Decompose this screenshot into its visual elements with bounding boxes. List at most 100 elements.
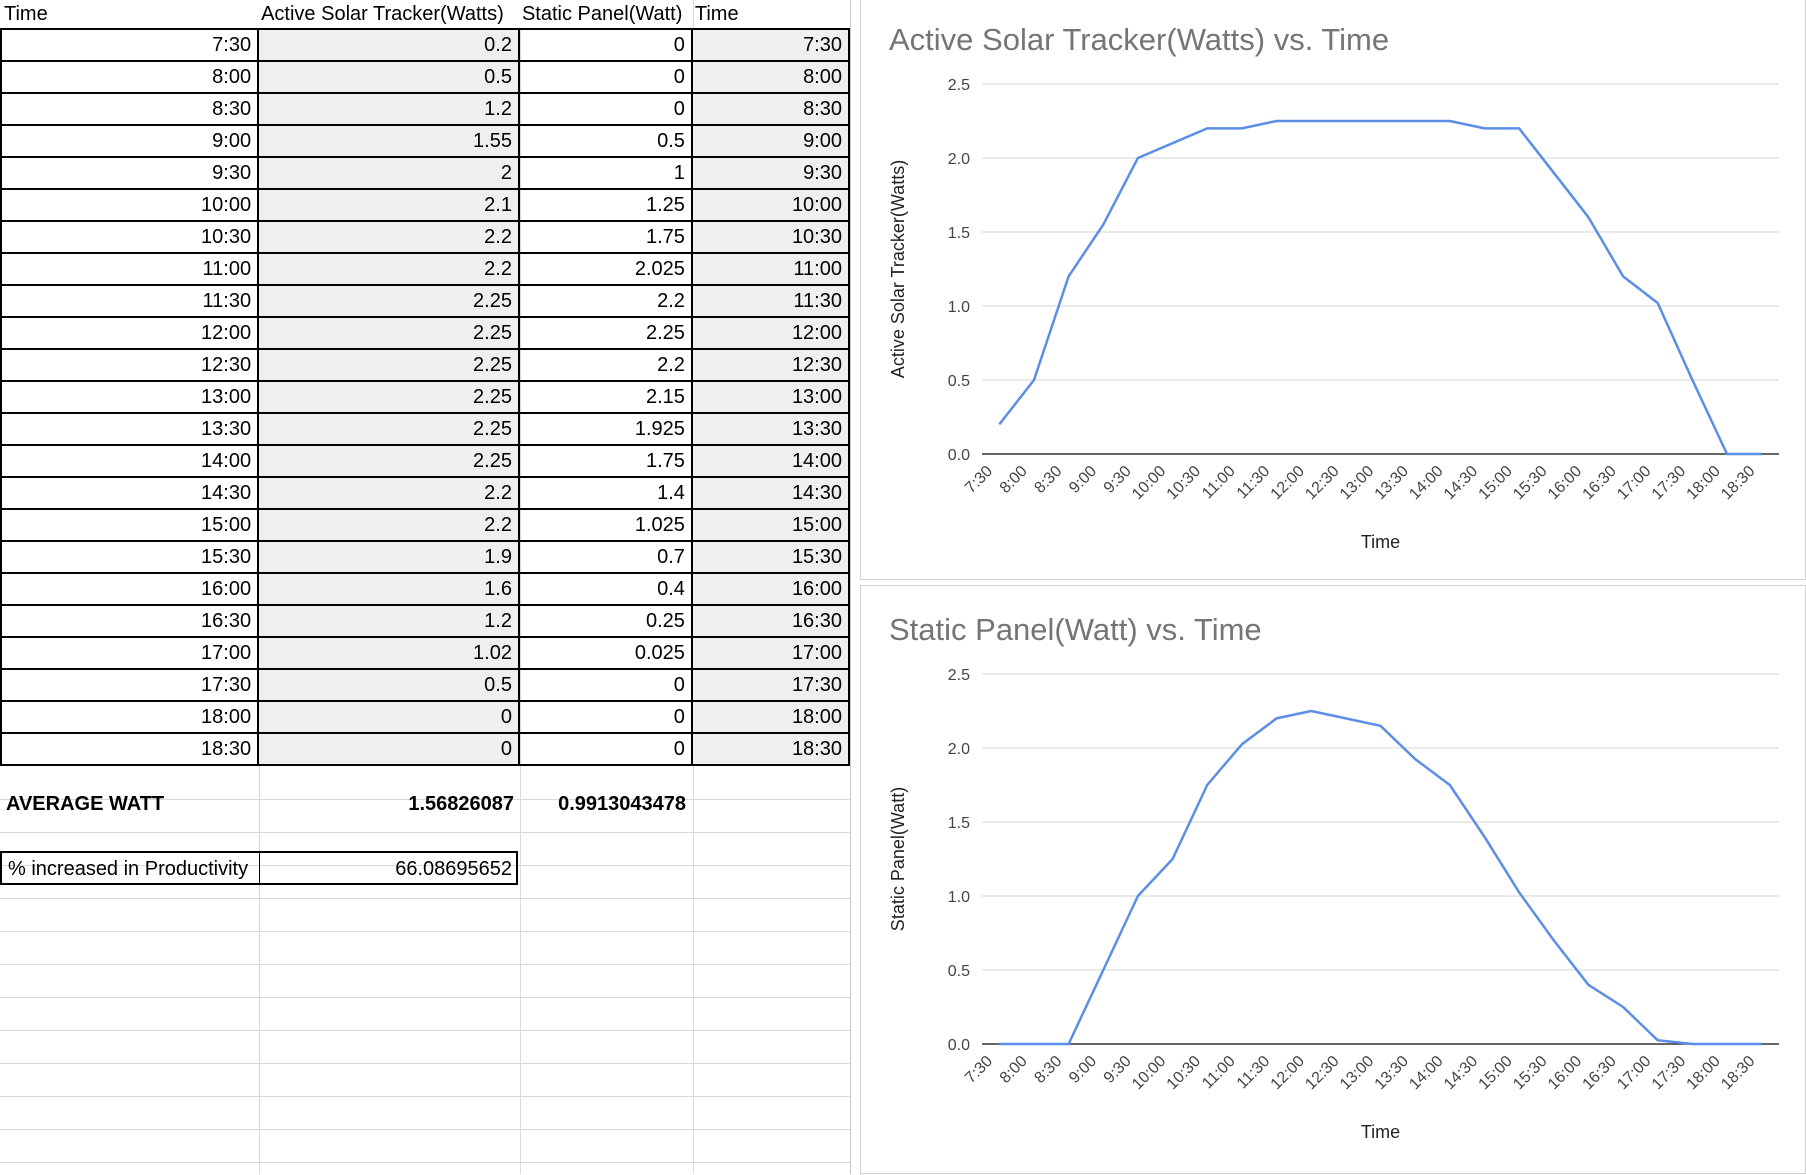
- time-cell-2[interactable]: 16:30: [692, 605, 849, 637]
- static-panel-cell[interactable]: 0: [519, 669, 692, 701]
- time-cell[interactable]: 18:00: [1, 701, 258, 733]
- time-cell[interactable]: 14:30: [1, 477, 258, 509]
- static-panel-cell[interactable]: 1.925: [519, 413, 692, 445]
- static-panel-cell[interactable]: 1.4: [519, 477, 692, 509]
- time-cell-2[interactable]: 18:30: [692, 733, 849, 765]
- time-cell[interactable]: 14:00: [1, 445, 258, 477]
- active-tracker-cell[interactable]: 1.2: [258, 605, 519, 637]
- active-tracker-cell[interactable]: 2.2: [258, 253, 519, 285]
- static-panel-cell[interactable]: 0: [519, 733, 692, 765]
- active-tracker-cell[interactable]: 1.02: [258, 637, 519, 669]
- time-cell[interactable]: 18:30: [1, 733, 258, 765]
- time-cell[interactable]: 8:00: [1, 61, 258, 93]
- active-tracker-cell[interactable]: 2.1: [258, 189, 519, 221]
- time-cell-2[interactable]: 10:00: [692, 189, 849, 221]
- active-tracker-cell[interactable]: 2.25: [258, 381, 519, 413]
- time-cell[interactable]: 16:00: [1, 573, 258, 605]
- time-cell-2[interactable]: 12:30: [692, 349, 849, 381]
- time-cell-2[interactable]: 15:30: [692, 541, 849, 573]
- active-tracker-cell[interactable]: 1.6: [258, 573, 519, 605]
- time-cell[interactable]: 11:30: [1, 285, 258, 317]
- time-cell[interactable]: 12:00: [1, 317, 258, 349]
- active-tracker-cell[interactable]: 0.5: [258, 61, 519, 93]
- active-tracker-cell[interactable]: 0: [258, 733, 519, 765]
- time-cell[interactable]: 10:30: [1, 221, 258, 253]
- time-cell[interactable]: 7:30: [1, 29, 258, 61]
- static-panel-cell[interactable]: 0.5: [519, 125, 692, 157]
- static-panel-cell[interactable]: 1: [519, 157, 692, 189]
- average-watt-label[interactable]: AVERAGE WATT: [6, 793, 164, 816]
- static-panel-cell[interactable]: 0: [519, 61, 692, 93]
- productivity-label[interactable]: % increased in Productivity: [8, 858, 248, 881]
- active-tracker-cell[interactable]: 1.9: [258, 541, 519, 573]
- static-panel-cell[interactable]: 0: [519, 29, 692, 61]
- static-panel-cell[interactable]: 1.75: [519, 445, 692, 477]
- static-panel-cell[interactable]: 0.025: [519, 637, 692, 669]
- time-cell[interactable]: 13:00: [1, 381, 258, 413]
- active-tracker-cell[interactable]: 2.25: [258, 317, 519, 349]
- active-tracker-cell[interactable]: 2.25: [258, 445, 519, 477]
- static-panel-cell[interactable]: 0: [519, 93, 692, 125]
- header-time[interactable]: Time: [1, 0, 258, 29]
- time-cell[interactable]: 9:00: [1, 125, 258, 157]
- static-panel-cell[interactable]: 2.2: [519, 285, 692, 317]
- static-panel-cell[interactable]: 2.25: [519, 317, 692, 349]
- header-static-panel[interactable]: Static Panel(Watt): [519, 0, 692, 29]
- time-cell-2[interactable]: 18:00: [692, 701, 849, 733]
- time-cell-2[interactable]: 17:30: [692, 669, 849, 701]
- time-cell[interactable]: 10:00: [1, 189, 258, 221]
- productivity-value[interactable]: 66.08695652: [264, 858, 512, 881]
- time-cell-2[interactable]: 14:00: [692, 445, 849, 477]
- active-tracker-cell[interactable]: 2.25: [258, 349, 519, 381]
- active-tracker-cell[interactable]: 2.25: [258, 413, 519, 445]
- time-cell-2[interactable]: 11:00: [692, 253, 849, 285]
- time-cell[interactable]: 8:30: [1, 93, 258, 125]
- static-panel-cell[interactable]: 2.15: [519, 381, 692, 413]
- time-cell-2[interactable]: 14:30: [692, 477, 849, 509]
- time-cell-2[interactable]: 11:30: [692, 285, 849, 317]
- active-tracker-cell[interactable]: 2.25: [258, 285, 519, 317]
- active-tracker-cell[interactable]: 2.2: [258, 221, 519, 253]
- time-cell-2[interactable]: 8:00: [692, 61, 849, 93]
- static-panel-cell[interactable]: 1.025: [519, 509, 692, 541]
- time-cell-2[interactable]: 15:00: [692, 509, 849, 541]
- header-time-2[interactable]: Time: [692, 0, 849, 29]
- static-panel-cell[interactable]: 1.75: [519, 221, 692, 253]
- average-active-value[interactable]: 1.56826087: [260, 793, 514, 816]
- time-cell-2[interactable]: 16:00: [692, 573, 849, 605]
- static-panel-cell[interactable]: 2.2: [519, 349, 692, 381]
- time-cell-2[interactable]: 7:30: [692, 29, 849, 61]
- static-panel-cell[interactable]: 0: [519, 701, 692, 733]
- time-cell[interactable]: 17:00: [1, 637, 258, 669]
- time-cell[interactable]: 17:30: [1, 669, 258, 701]
- static-panel-cell[interactable]: 0.7: [519, 541, 692, 573]
- average-static-value[interactable]: 0.9913043478: [520, 793, 686, 816]
- active-tracker-cell[interactable]: 0.5: [258, 669, 519, 701]
- time-cell-2[interactable]: 9:30: [692, 157, 849, 189]
- active-tracker-cell[interactable]: 2: [258, 157, 519, 189]
- active-tracker-cell[interactable]: 1.2: [258, 93, 519, 125]
- static-panel-cell[interactable]: 2.025: [519, 253, 692, 285]
- active-tracker-cell[interactable]: 2.2: [258, 509, 519, 541]
- time-cell[interactable]: 16:30: [1, 605, 258, 637]
- time-cell-2[interactable]: 17:00: [692, 637, 849, 669]
- time-cell-2[interactable]: 12:00: [692, 317, 849, 349]
- time-cell[interactable]: 9:30: [1, 157, 258, 189]
- active-tracker-cell[interactable]: 0.2: [258, 29, 519, 61]
- time-cell[interactable]: 15:00: [1, 509, 258, 541]
- time-cell-2[interactable]: 9:00: [692, 125, 849, 157]
- time-cell-2[interactable]: 10:30: [692, 221, 849, 253]
- time-cell[interactable]: 12:30: [1, 349, 258, 381]
- static-panel-cell[interactable]: 1.25: [519, 189, 692, 221]
- header-active-tracker[interactable]: Active Solar Tracker(Watts): [258, 0, 519, 29]
- time-cell[interactable]: 11:00: [1, 253, 258, 285]
- time-cell-2[interactable]: 13:30: [692, 413, 849, 445]
- time-cell-2[interactable]: 13:00: [692, 381, 849, 413]
- active-tracker-cell[interactable]: 1.55: [258, 125, 519, 157]
- static-panel-cell[interactable]: 0.25: [519, 605, 692, 637]
- time-cell-2[interactable]: 8:30: [692, 93, 849, 125]
- active-tracker-cell[interactable]: 0: [258, 701, 519, 733]
- static-panel-cell[interactable]: 0.4: [519, 573, 692, 605]
